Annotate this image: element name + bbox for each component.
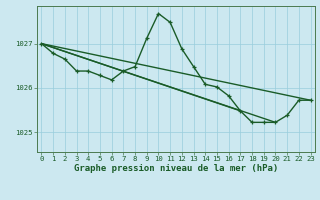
X-axis label: Graphe pression niveau de la mer (hPa): Graphe pression niveau de la mer (hPa) [74,164,278,173]
